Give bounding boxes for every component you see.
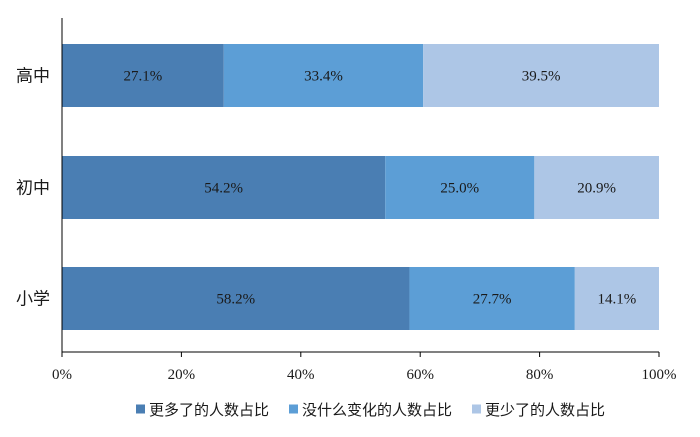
category-label: 初中 [16,179,50,198]
x-tick-label: 100% [642,367,677,383]
x-tick-label: 0% [52,367,72,383]
data-label: 27.7% [473,292,512,308]
data-label: 54.2% [204,181,243,197]
legend-label: 更多了的人数占比 [149,402,269,419]
data-label: 25.0% [440,181,479,197]
data-label: 58.2% [216,292,255,308]
data-label: 39.5% [522,69,561,85]
legend-label: 没什么变化的人数占比 [302,402,452,419]
bar-segment-1-3 [423,44,659,107]
legend-swatch [289,404,298,414]
bar-segment-3-2 [409,267,575,330]
x-tick-label: 60% [406,367,434,383]
legend-swatch [472,404,481,414]
legend-swatch [136,404,145,414]
axes-group [61,18,659,353]
bar-segment-3-1 [62,267,410,330]
bar-segment-2-3 [534,156,659,219]
x-tick-label: 40% [287,367,315,383]
tick-labels-group: 0% 20% 40% 60% 80% 100% [52,352,677,383]
bar-segment-3-3 [574,267,659,330]
bar-segment-1-1 [62,44,224,107]
bar-segment-2-1 [62,156,386,219]
legend: 更多了的人数占比 没什么变化的人数占比 更少了的人数占比 [136,402,605,419]
data-label: 33.4% [304,69,343,85]
data-label: 27.1% [124,69,163,85]
bar-segment-1-2 [223,44,424,107]
bar-labels-group: 27.1% 33.4% 39.5% 54.2% 25.0% 20.9% 58.2% 27.7%… [124,69,637,308]
legend-label: 更少了的人数占比 [485,402,605,419]
data-label: 20.9% [577,181,616,197]
x-tick-label: 80% [526,367,554,383]
data-label: 14.1% [598,292,637,308]
bar-segment-2-2 [385,156,535,219]
category-label: 高中 [16,67,50,86]
bars-group [62,44,659,330]
x-tick-label: 20% [168,367,196,383]
category-label: 小学 [16,290,50,309]
